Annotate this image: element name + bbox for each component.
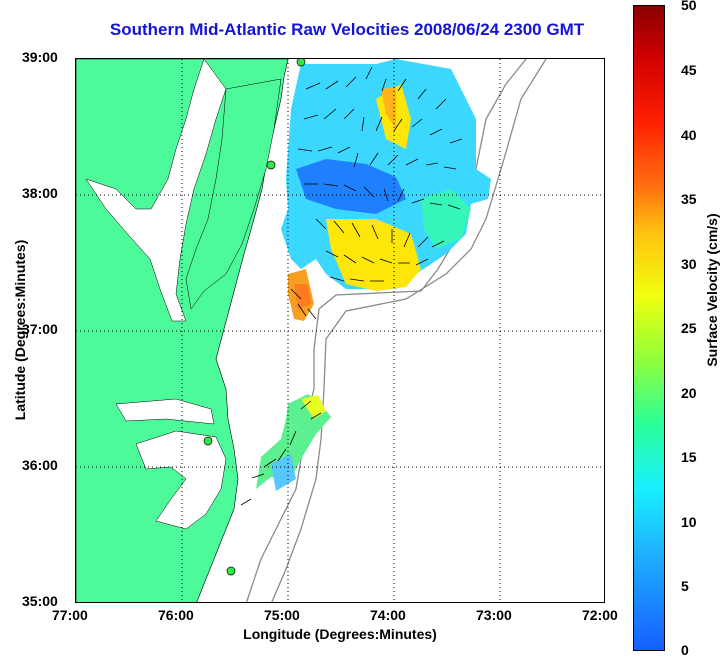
colorbar-tick: 25 bbox=[681, 320, 697, 336]
velocity-vectors bbox=[240, 66, 463, 506]
x-tick: 74:00 bbox=[370, 607, 406, 623]
colorbar-tick: 35 bbox=[681, 191, 697, 207]
x-tick: 73:00 bbox=[476, 607, 512, 623]
colorbar-label: Surface Velocity (cm/s) bbox=[704, 213, 720, 367]
colorbar-tick: 5 bbox=[681, 578, 689, 594]
x-tick: 75:00 bbox=[264, 607, 300, 623]
colorbar-tick: 30 bbox=[681, 256, 697, 272]
colorbar bbox=[633, 5, 665, 651]
x-axis-label: Longitude (Degrees:Minutes) bbox=[243, 626, 437, 642]
map-canvas bbox=[76, 59, 604, 602]
y-axis-label: Latitude (Degrees:Minutes) bbox=[12, 239, 28, 421]
x-tick: 72:00 bbox=[582, 607, 618, 623]
y-tick: 35:00 bbox=[22, 593, 58, 609]
radar-site-markers bbox=[203, 59, 306, 576]
velocity-field bbox=[256, 59, 491, 491]
colorbar-tick: 0 bbox=[681, 642, 689, 658]
map-plot-area[interactable] bbox=[75, 58, 605, 603]
x-tick: 76:00 bbox=[158, 607, 194, 623]
map-title: Southern Mid-Atlantic Raw Velocities 200… bbox=[109, 20, 585, 39]
y-tick: 38:00 bbox=[22, 185, 58, 201]
colorbar-tick: 15 bbox=[681, 449, 697, 465]
colorbar-tick: 20 bbox=[681, 385, 697, 401]
y-tick: 37:00 bbox=[22, 321, 58, 337]
lat-lon-grid bbox=[76, 59, 604, 602]
bathymetry-contour bbox=[245, 59, 527, 602]
colorbar-tick: 50 bbox=[681, 0, 697, 13]
colorbar-tick: 10 bbox=[681, 514, 697, 530]
albemarle-sound bbox=[115, 398, 215, 425]
chesapeake-bay bbox=[85, 59, 227, 322]
y-tick: 39:00 bbox=[22, 49, 58, 65]
x-tick: 77:00 bbox=[52, 607, 88, 623]
delmarva-shore bbox=[185, 78, 282, 310]
pamlico-sound bbox=[135, 430, 227, 530]
y-tick: 36:00 bbox=[22, 457, 58, 473]
colorbar-tick: 40 bbox=[681, 127, 697, 143]
colorbar-tick: 45 bbox=[681, 62, 697, 78]
bathymetry-contour bbox=[271, 59, 547, 602]
